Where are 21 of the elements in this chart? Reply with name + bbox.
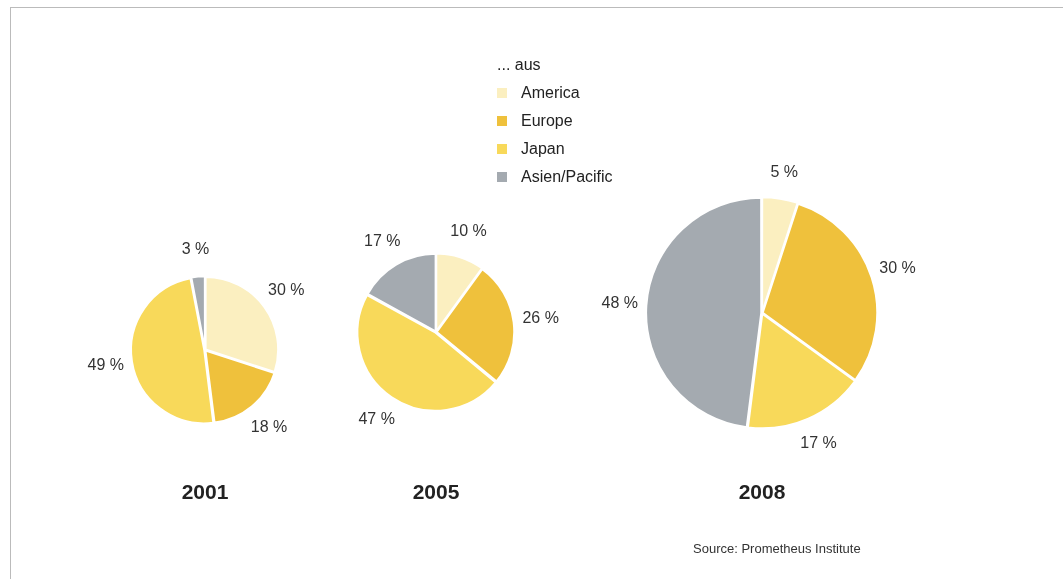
legend-title: ... aus: [497, 55, 542, 75]
data-label: 17 %: [364, 231, 401, 249]
data-label: 18 %: [250, 417, 288, 435]
data-label: 3 %: [181, 240, 210, 258]
data-label: 26 %: [522, 309, 559, 327]
data-label: 49 %: [87, 356, 124, 374]
data-label: 10 %: [450, 222, 487, 240]
data-label: 5 %: [770, 162, 799, 180]
text: 2005: [411, 480, 461, 504]
source-note: Source: Prometheus Institute: [693, 541, 861, 556]
data-label: 48 %: [601, 294, 639, 312]
legend-label: Europe: [521, 112, 573, 129]
legend-label: America: [521, 84, 580, 101]
data-label: 47 %: [358, 409, 395, 427]
text: 2001: [180, 480, 230, 504]
legend-label: Asien/Pacific: [521, 168, 613, 185]
legend-label: Japan: [521, 140, 565, 157]
data-label: 17 %: [800, 434, 837, 452]
text: 2008: [737, 480, 787, 504]
data-label: 30 %: [268, 281, 305, 299]
data-label: 30 %: [879, 259, 916, 277]
